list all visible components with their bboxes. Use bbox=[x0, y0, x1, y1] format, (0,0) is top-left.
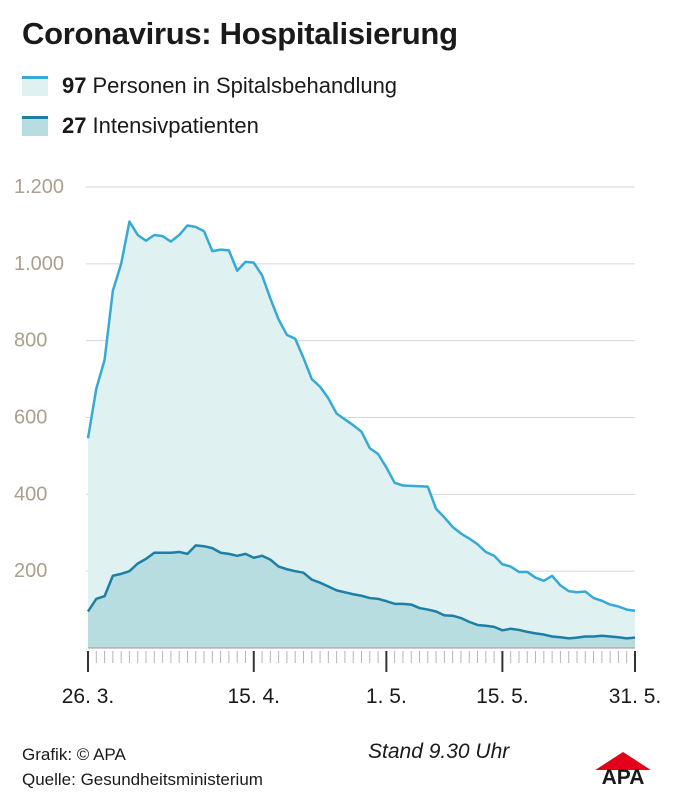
x-tick-label: 15. 4. bbox=[227, 685, 280, 708]
y-tick-label: 600 bbox=[14, 407, 47, 429]
legend-item-icu: 27 Intensivpatienten bbox=[22, 106, 397, 146]
x-tick-label: 26. 3. bbox=[62, 685, 115, 708]
legend-label-icu: Intensivpatienten bbox=[92, 113, 259, 138]
chart-plot: 200 400 600 800 1.000 1.200 26. 3. 15. 4. 1. 5. 1… bbox=[14, 176, 662, 708]
y-tick-label: 400 bbox=[14, 483, 47, 505]
legend-swatch-hospital bbox=[22, 76, 48, 96]
x-tick-label: 1. 5. bbox=[366, 685, 407, 708]
series-area-hospital bbox=[88, 221, 635, 648]
footer-credits: Grafik: © APA Quelle: Gesundheitsministe… bbox=[22, 742, 263, 792]
x-tick-label: 15. 5. bbox=[476, 685, 529, 708]
y-tick-label: 200 bbox=[14, 560, 47, 582]
footer-grafik: Grafik: © APA bbox=[22, 745, 126, 764]
footer-stand: Stand 9.30 Uhr bbox=[368, 740, 510, 763]
legend: 97 Personen in Spitalsbehandlung 27 Inte… bbox=[22, 66, 397, 146]
apa-logo-text: APA bbox=[602, 766, 645, 788]
footer-quelle: Quelle: Gesundheitsministerium bbox=[22, 770, 263, 789]
y-tick-label: 1.000 bbox=[14, 253, 64, 275]
legend-value-icu: 27 bbox=[62, 113, 87, 138]
x-tick-label: 31. 5. bbox=[609, 685, 662, 708]
series-line-hospital bbox=[86, 220, 636, 612]
legend-label-hospital: Personen in Spitalsbehandlung bbox=[92, 73, 398, 98]
y-tick-label: 1.200 bbox=[14, 176, 64, 198]
apa-logo: APA bbox=[586, 752, 660, 788]
chart-title: Coronavirus: Hospitalisierung bbox=[22, 16, 458, 51]
legend-item-hospital: 97 Personen in Spitalsbehandlung bbox=[22, 66, 397, 106]
legend-value-hospital: 97 bbox=[62, 73, 87, 98]
y-tick-label: 800 bbox=[14, 330, 47, 352]
legend-swatch-icu bbox=[22, 116, 48, 136]
apa-logo-band bbox=[586, 770, 660, 788]
series-line-icu bbox=[86, 544, 636, 640]
